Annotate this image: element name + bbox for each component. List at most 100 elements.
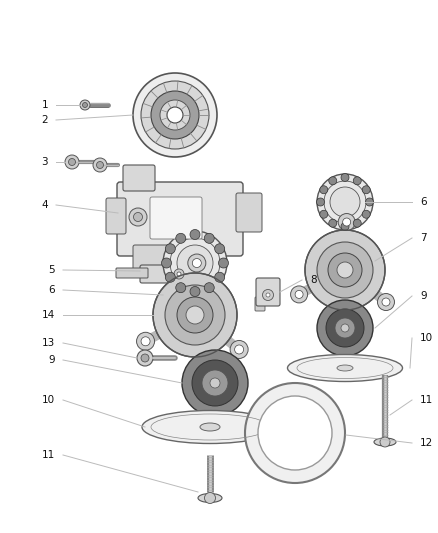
Circle shape [337,262,353,278]
Circle shape [65,155,79,169]
Text: 4: 4 [41,200,48,210]
Circle shape [330,187,360,217]
Circle shape [317,198,325,206]
Circle shape [153,273,237,357]
Circle shape [174,269,184,279]
Text: 10: 10 [42,395,55,405]
Circle shape [96,161,103,168]
Text: 14: 14 [42,310,55,320]
Text: 7: 7 [420,233,427,243]
Circle shape [190,230,200,239]
FancyBboxPatch shape [106,198,126,234]
Circle shape [215,272,225,282]
FancyBboxPatch shape [133,245,172,271]
Text: 13: 13 [42,338,55,348]
Circle shape [151,91,199,139]
FancyBboxPatch shape [140,265,182,283]
Text: 10: 10 [420,333,433,343]
Circle shape [176,282,186,293]
Circle shape [165,244,175,254]
Circle shape [341,324,349,332]
Circle shape [205,492,215,504]
Circle shape [160,100,190,130]
Circle shape [133,73,217,157]
Circle shape [382,298,390,306]
Ellipse shape [374,438,396,446]
Circle shape [163,231,227,295]
Circle shape [326,309,364,347]
Circle shape [68,158,75,166]
Circle shape [167,107,183,123]
Circle shape [320,210,328,218]
Text: 3: 3 [41,157,48,167]
FancyBboxPatch shape [180,285,210,345]
Circle shape [82,102,88,108]
Circle shape [362,185,370,194]
Circle shape [176,233,186,244]
Circle shape [165,272,175,282]
Circle shape [343,218,351,226]
Circle shape [137,350,153,366]
Circle shape [192,360,238,406]
Circle shape [192,259,201,268]
Circle shape [190,287,200,296]
Circle shape [317,242,373,298]
Circle shape [378,294,395,311]
Circle shape [177,272,181,276]
Circle shape [317,300,373,356]
Text: 2: 2 [41,115,48,125]
Circle shape [245,383,345,483]
Text: 11: 11 [420,395,433,405]
Circle shape [262,289,273,301]
Circle shape [295,290,303,298]
Ellipse shape [200,423,220,431]
Ellipse shape [142,410,278,443]
Text: 6: 6 [420,197,427,207]
Circle shape [134,213,142,222]
Ellipse shape [198,494,222,503]
Circle shape [380,437,390,447]
Circle shape [362,210,370,218]
Circle shape [129,208,147,226]
Circle shape [177,245,213,281]
Circle shape [335,318,355,338]
Circle shape [141,337,150,346]
FancyBboxPatch shape [117,182,243,256]
Circle shape [258,396,332,470]
Circle shape [141,354,149,362]
Circle shape [204,282,214,293]
Circle shape [182,350,248,416]
Circle shape [186,306,204,324]
Circle shape [341,222,349,230]
Circle shape [328,253,362,287]
Circle shape [188,254,206,272]
Circle shape [165,285,225,345]
Circle shape [210,378,220,388]
Circle shape [177,297,213,333]
FancyBboxPatch shape [331,242,359,298]
Text: 5: 5 [48,265,55,275]
Circle shape [353,219,361,227]
Circle shape [235,345,244,354]
Text: 1: 1 [41,100,48,110]
Circle shape [137,332,155,350]
Circle shape [80,100,90,110]
Circle shape [266,293,270,297]
Circle shape [341,174,349,182]
Ellipse shape [287,354,403,382]
Text: 9: 9 [48,355,55,365]
Circle shape [215,244,225,254]
Circle shape [329,219,337,227]
Circle shape [93,158,107,172]
Circle shape [230,341,248,359]
FancyBboxPatch shape [116,268,148,278]
Circle shape [305,230,385,310]
Circle shape [141,81,209,149]
FancyBboxPatch shape [170,251,188,285]
Circle shape [204,233,214,244]
Circle shape [329,177,337,185]
Text: 12: 12 [420,438,433,448]
FancyBboxPatch shape [150,197,202,239]
Circle shape [353,177,361,185]
FancyBboxPatch shape [256,278,280,306]
